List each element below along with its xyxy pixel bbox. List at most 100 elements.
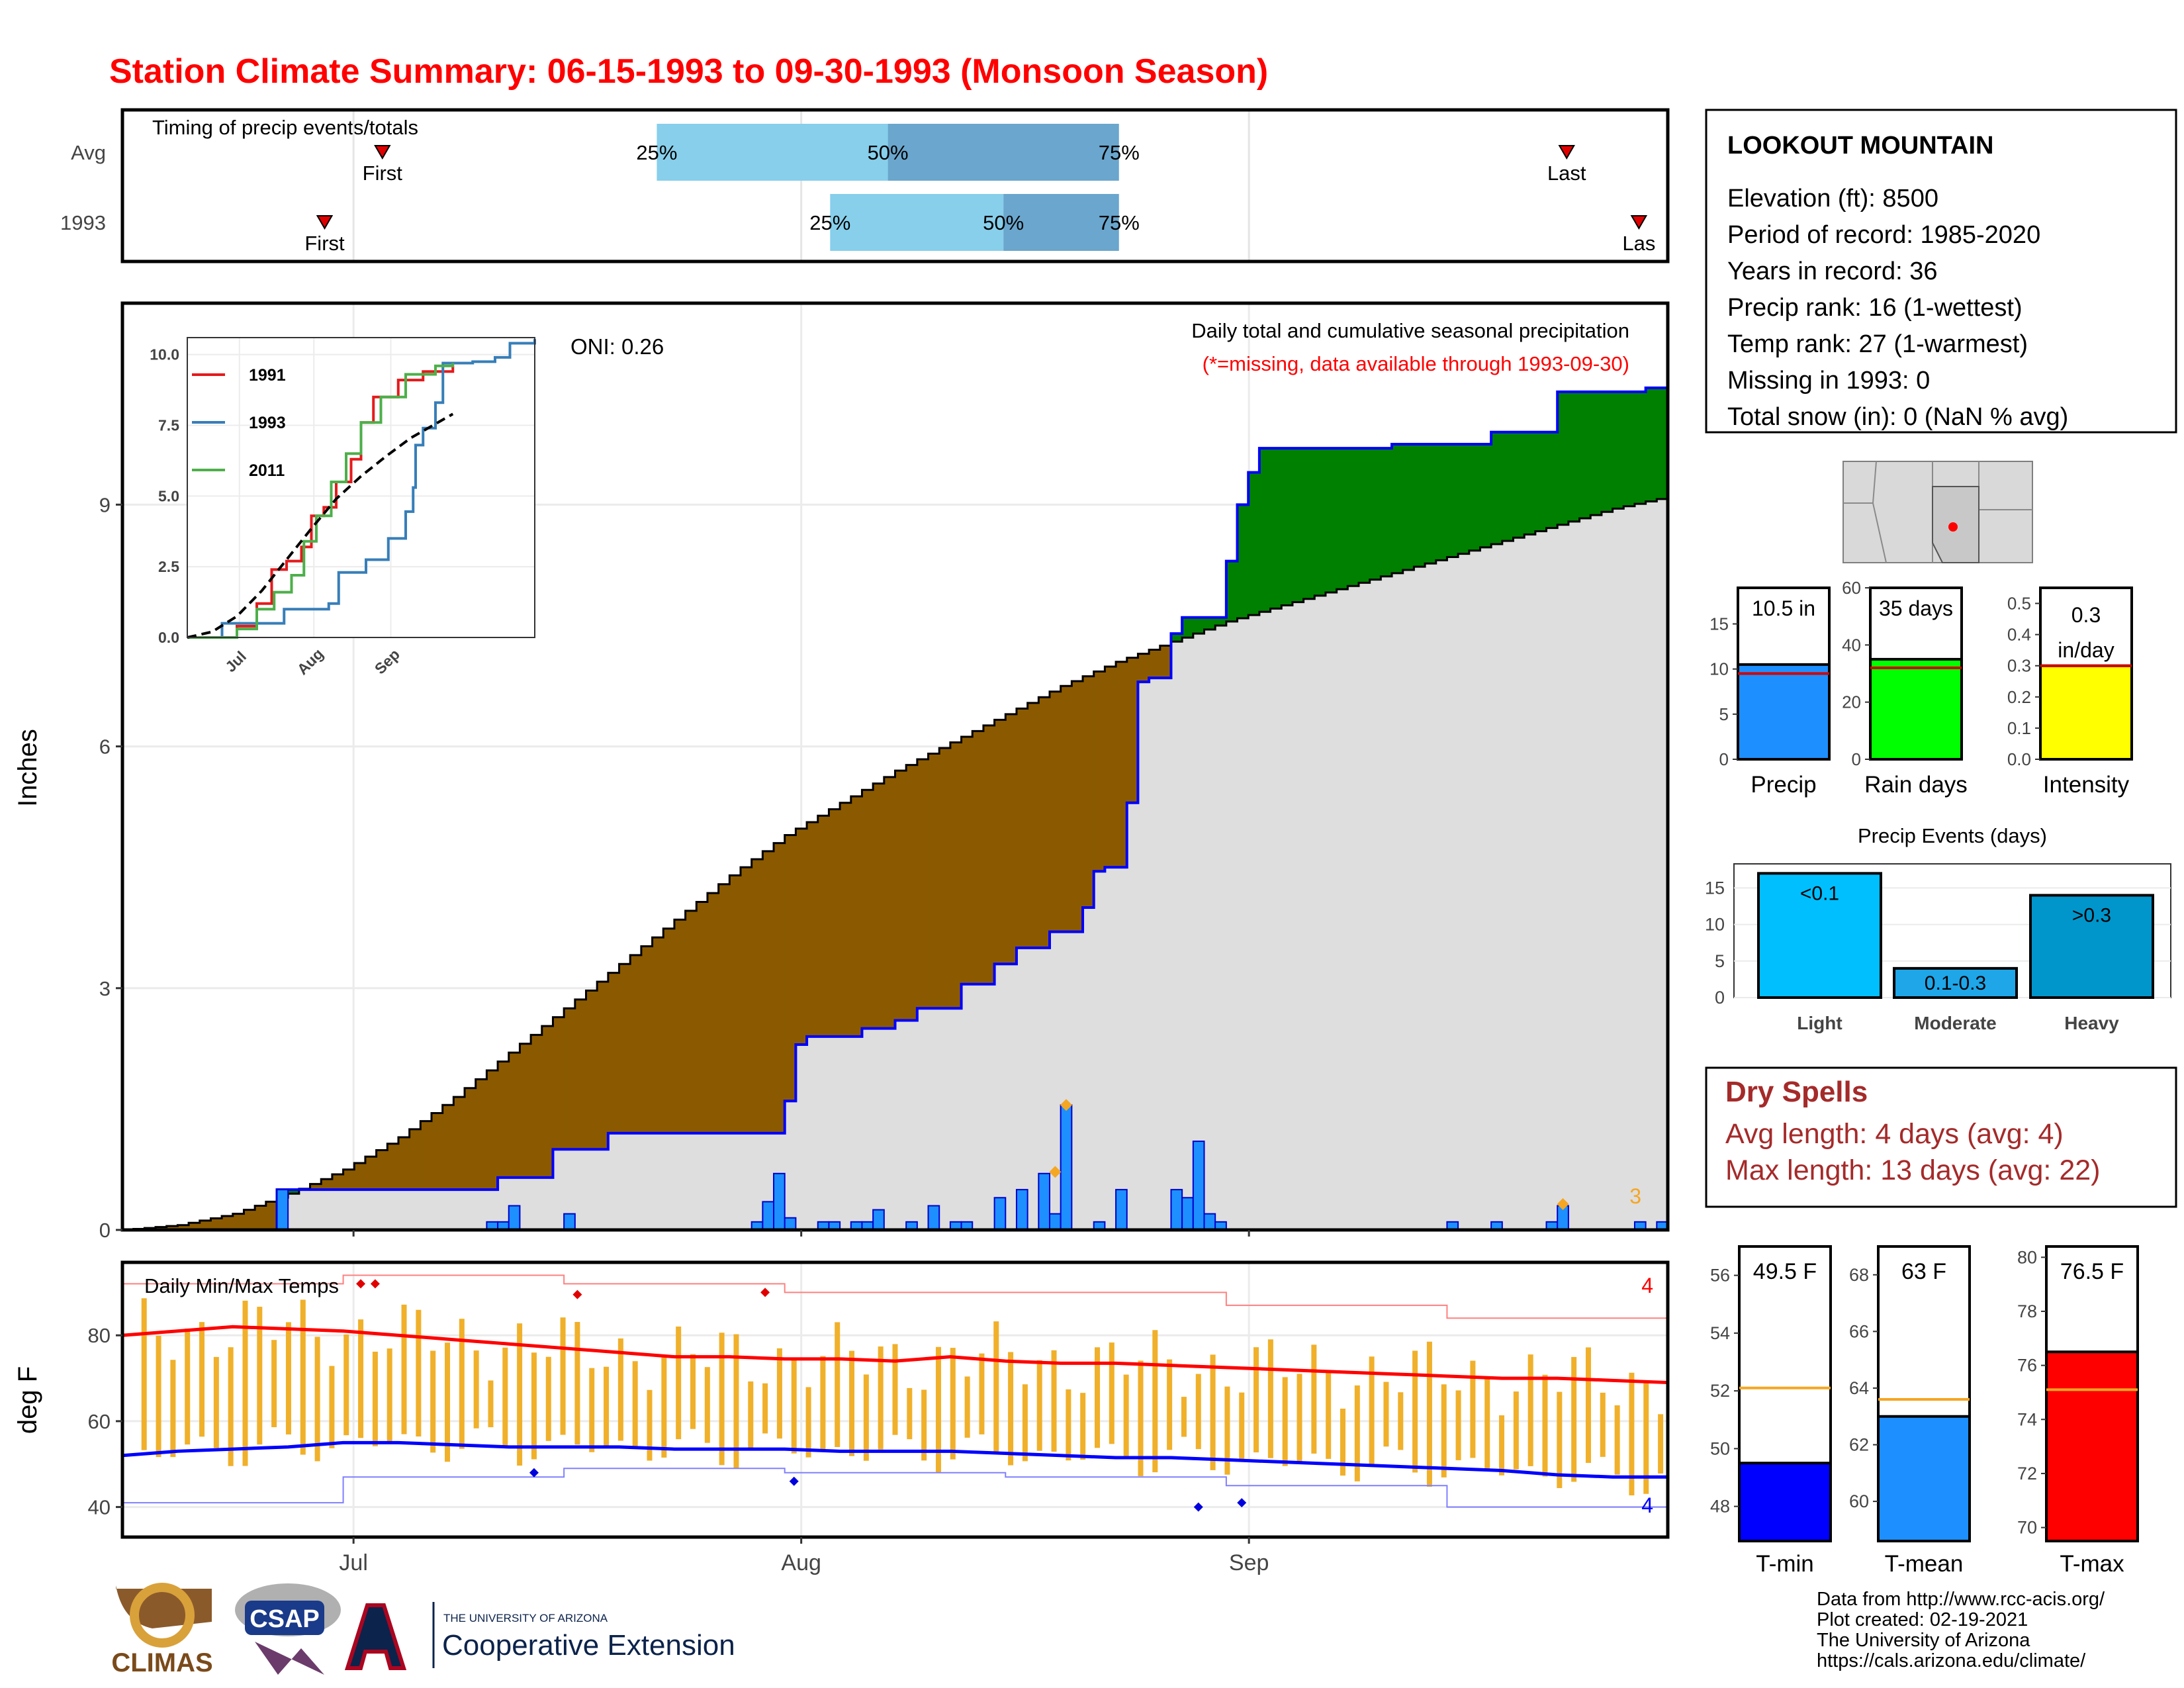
daily-temp-range-bar: [805, 1387, 811, 1458]
daily-temp-range-bar: [1138, 1360, 1144, 1476]
daily-temp-range-bar: [690, 1354, 696, 1429]
daily-temp-range-bar: [1441, 1384, 1447, 1477]
daily-temp-range-bar: [1095, 1347, 1101, 1448]
below-avg-fill: [1116, 661, 1128, 868]
daily-temp-range-bar: [300, 1299, 306, 1455]
below-avg-fill: [1016, 708, 1028, 948]
daily-precip-bar: [1038, 1172, 1050, 1231]
daily-temp-range-bar: [560, 1317, 566, 1435]
below-avg-fill: [850, 796, 863, 1037]
csap-badge: [245, 1601, 324, 1635]
daily-temp-range-bar: [329, 1366, 335, 1448]
temp-summary-y-tick-label: 76: [2017, 1356, 2037, 1376]
record-high-marker-icon: [760, 1288, 770, 1297]
timing-bar-q50-q75: [1003, 194, 1119, 251]
below-avg-fill: [354, 1162, 366, 1190]
above-avg-fill: [1524, 432, 1536, 535]
events-y-tick-label: 10: [1705, 915, 1725, 935]
below-avg-fill: [553, 1017, 565, 1150]
oni-label: ONI: 0.26: [570, 334, 664, 359]
temperature-x-tick-label: Aug: [781, 1550, 821, 1575]
above-avg-fill: [1568, 391, 1580, 522]
daily-temp-range-bar: [242, 1300, 248, 1466]
inset-background: [187, 338, 535, 637]
daily-temp-range-bar: [863, 1374, 869, 1461]
above-avg-fill: [1303, 448, 1315, 599]
daily-temp-range-bar: [1282, 1377, 1288, 1466]
ua-small-text: THE UNIVERSITY OF ARIZONA: [443, 1612, 608, 1624]
daily-precip-bar: [993, 1197, 1007, 1231]
inset-legend-label: 2011: [249, 461, 285, 480]
mini-bar-y-tick-label: 20: [1842, 692, 1861, 712]
inset-legend-label: 1993: [249, 414, 286, 432]
above-avg-fill: [1369, 448, 1381, 580]
below-avg-fill: [1160, 645, 1172, 679]
below-avg-fill: [784, 835, 796, 1102]
daily-temp-range-bar: [199, 1322, 205, 1437]
mini-bar-y-tick-label: 40: [1842, 635, 1861, 655]
below-avg-fill: [972, 731, 984, 984]
temp-summary-y-tick-label: 74: [2017, 1409, 2037, 1429]
daily-temp-range-bar: [1109, 1342, 1115, 1444]
daily-temp-range-bar: [835, 1322, 841, 1448]
temperature-y-axis-label: deg F: [13, 1366, 42, 1434]
daily-temp-range-bar: [372, 1351, 378, 1446]
sponsor-logos: CLIMAS CSAP THE UNIVERSITY OF ARIZONA Co…: [111, 1583, 735, 1677]
below-avg-fill: [641, 946, 653, 1133]
temp-summary-y-tick-label: 72: [2017, 1464, 2037, 1483]
timing-row-label: Avg: [71, 141, 106, 164]
below-avg-fill: [762, 851, 774, 1133]
temperature-x-tick-label: Sep: [1229, 1550, 1269, 1575]
temp-summary-value-label: 63 F: [1901, 1259, 1946, 1284]
temp-summary-label: T-mean: [1885, 1551, 1964, 1577]
daily-temp-range-bar: [1383, 1382, 1389, 1447]
below-avg-fill: [707, 893, 719, 1133]
daily-temp-range-bar: [1614, 1405, 1620, 1475]
inset-y-tick-label: 7.5: [158, 416, 179, 434]
dry-spells-avg: Avg length: 4 days (avg: 4): [1725, 1118, 2064, 1150]
first-event-label: First: [304, 232, 345, 255]
temp-summary-bar-value: [1738, 1462, 1832, 1542]
below-avg-fill: [1138, 653, 1150, 682]
daily-temp-range-bar: [1643, 1380, 1649, 1494]
above-avg-fill: [1325, 448, 1338, 593]
daily-temp-range-bar: [604, 1366, 610, 1447]
temp-summary-y-tick-label: 52: [1710, 1381, 1730, 1401]
daily-temp-range-bar: [213, 1356, 219, 1448]
above-avg-fill: [1435, 444, 1448, 561]
above-avg-fill: [1657, 387, 1668, 499]
events-bar-label: Heavy: [2064, 1013, 2119, 1033]
daily-temp-range-bar: [589, 1368, 595, 1452]
above-avg-fill: [1491, 432, 1503, 544]
above-avg-fill: [288, 1190, 300, 1194]
mini-bar-value: [1869, 657, 1963, 761]
events-bar: [1893, 966, 2018, 1000]
mini-bar-y-tick-label: 0.5: [2007, 594, 2031, 614]
daily-temp-range-bar: [1557, 1391, 1563, 1489]
daily-temp-range-bar: [545, 1356, 551, 1441]
temperature-axes: 40 60 80 Jul Aug Sep: [88, 1324, 1269, 1575]
daily-temp-range-bar: [1455, 1390, 1461, 1460]
inset-y-tick-label: 10.0: [150, 346, 179, 363]
inset-series-2011: [187, 363, 455, 639]
above-avg-fill: [1204, 617, 1216, 630]
footer-line-2: Plot created: 02-19-2021: [1817, 1609, 2028, 1630]
temp-summary-y-tick-label: 66: [1849, 1321, 1869, 1341]
daily-temp-range-bar: [257, 1307, 263, 1445]
precip-plot-area: [122, 386, 1669, 1231]
mini-bar-y-tick-label: 0.4: [2007, 625, 2031, 645]
below-avg-fill: [608, 972, 620, 1133]
record-max-count: 4: [1641, 1274, 1653, 1297]
below-avg-fill: [829, 809, 841, 1037]
record-high-marker-icon: [370, 1279, 380, 1289]
daily-temp-range-bar: [820, 1356, 826, 1450]
below-avg-fill: [817, 816, 830, 1037]
above-avg-fill: [1193, 617, 1205, 634]
mini-bar-y-tick-label: 60: [1842, 578, 1861, 598]
daily-temp-range-bar: [1253, 1347, 1259, 1453]
above-avg-fill: [1590, 391, 1602, 516]
below-avg-fill: [432, 1113, 443, 1190]
station-location-dot: [1948, 522, 1958, 532]
footer-credits: Data from http://www.rcc-acis.org/ Plot …: [1817, 1589, 2105, 1671]
temp-summary-y-tick-label: 64: [1849, 1378, 1869, 1398]
